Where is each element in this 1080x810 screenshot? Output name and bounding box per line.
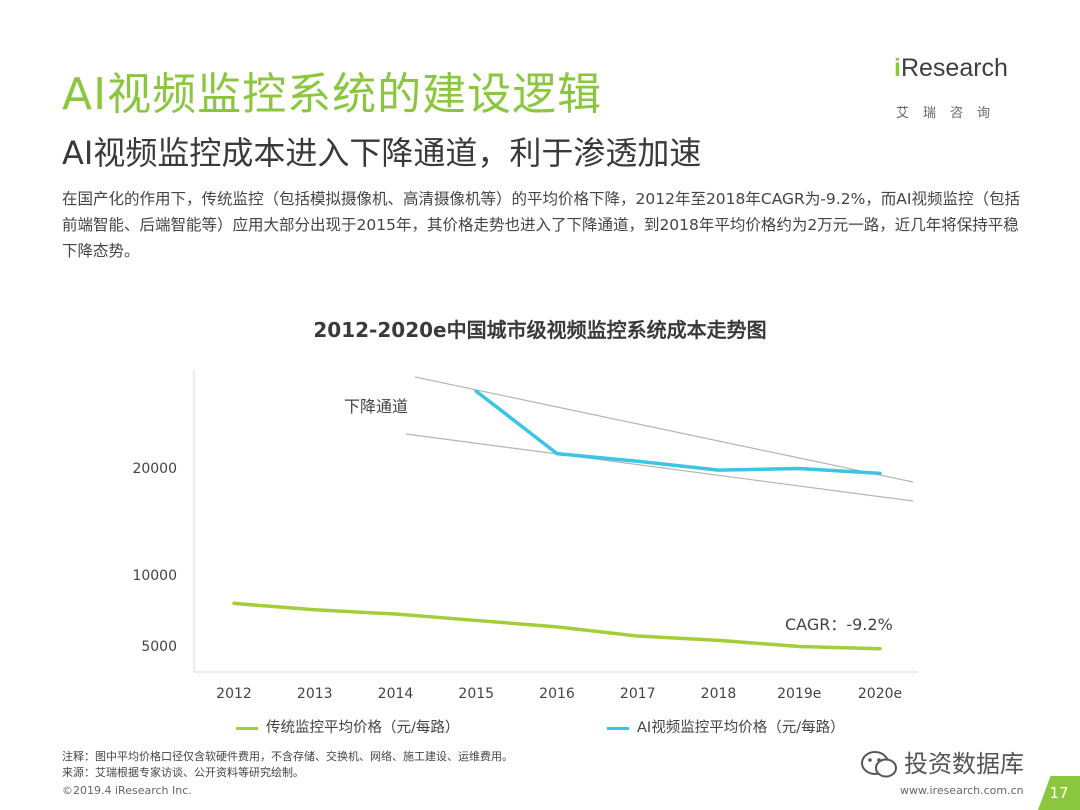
- watermark-text: 投资数据库: [904, 750, 1024, 778]
- y-tick-label: 20000: [132, 461, 177, 477]
- notes: 注释：图中平均价格口径仅含软硬件费用，不含存储、交换机、网络、施工建设、运维费用…: [62, 749, 513, 781]
- legend-swatch-traditional: [236, 726, 258, 730]
- page-number: 17: [1038, 776, 1080, 810]
- x-tick-label: 2018: [701, 686, 737, 702]
- legend-label-ai: AI视频监控平均价格（元/每路）: [637, 720, 845, 736]
- footer-url: www.iresearch.com.cn: [900, 784, 1024, 797]
- iresearch-logo: iResearch 艾瑞咨询: [894, 54, 1030, 124]
- logo-subtitle: 艾瑞咨询: [896, 106, 1005, 121]
- page-subtitle: AI视频监控成本进入下降通道，利于渗透加速: [62, 134, 702, 172]
- page-title: AI视频监控系统的建设逻辑: [62, 69, 603, 120]
- x-tick-label: 2016: [539, 686, 575, 702]
- legend-item-traditional: 传统监控平均价格（元/每路）: [236, 716, 459, 736]
- legend-label-traditional: 传统监控平均价格（元/每路）: [266, 720, 460, 736]
- legend-item-ai: AI视频监控平均价格（元/每路）: [607, 716, 845, 736]
- description-paragraph: 在国产化的作用下，传统监控（包括模拟摄像机、高清摄像机等）的平均价格下降，201…: [62, 190, 1020, 260]
- note-line-2: 来源：艾瑞根据专家访谈、公开资料等研究绘制。: [62, 766, 304, 779]
- x-tick-label: 2020e: [858, 686, 902, 702]
- legend-swatch-ai: [607, 726, 629, 730]
- x-tick-label: 2012: [216, 686, 252, 702]
- note-line-1: 注释：图中平均价格口径仅含软硬件费用，不含存储、交换机、网络、施工建设、运维费用…: [62, 750, 513, 763]
- x-tick-label: 2015: [458, 686, 494, 702]
- x-tick-label: 2013: [297, 686, 333, 702]
- chart-title: 2012-2020e中国城市级视频监控系统成本走势图: [313, 318, 767, 342]
- x-tick-label: 2017: [620, 686, 656, 702]
- watermark: 投资数据库: [860, 744, 1024, 780]
- channel-annotation: 下降通道: [344, 397, 408, 416]
- y-tick-label: 5000: [141, 639, 177, 655]
- x-tick-label: 2014: [378, 686, 414, 702]
- channel-lower-line: [405, 433, 914, 502]
- series-line-ai: [474, 389, 882, 476]
- logo-i: i: [894, 54, 901, 82]
- wechat-icon: [861, 751, 897, 778]
- series-line-traditional: [232, 601, 882, 651]
- y-tick-label: 10000: [132, 568, 177, 584]
- logo-brand: Research: [900, 54, 1008, 82]
- cagr-annotation: CAGR：-9.2%: [785, 615, 893, 634]
- channel-upper-line: [414, 376, 914, 483]
- footer-copyright: ©2019.4 iResearch Inc.: [62, 784, 192, 797]
- x-tick-label: 2019e: [777, 686, 821, 702]
